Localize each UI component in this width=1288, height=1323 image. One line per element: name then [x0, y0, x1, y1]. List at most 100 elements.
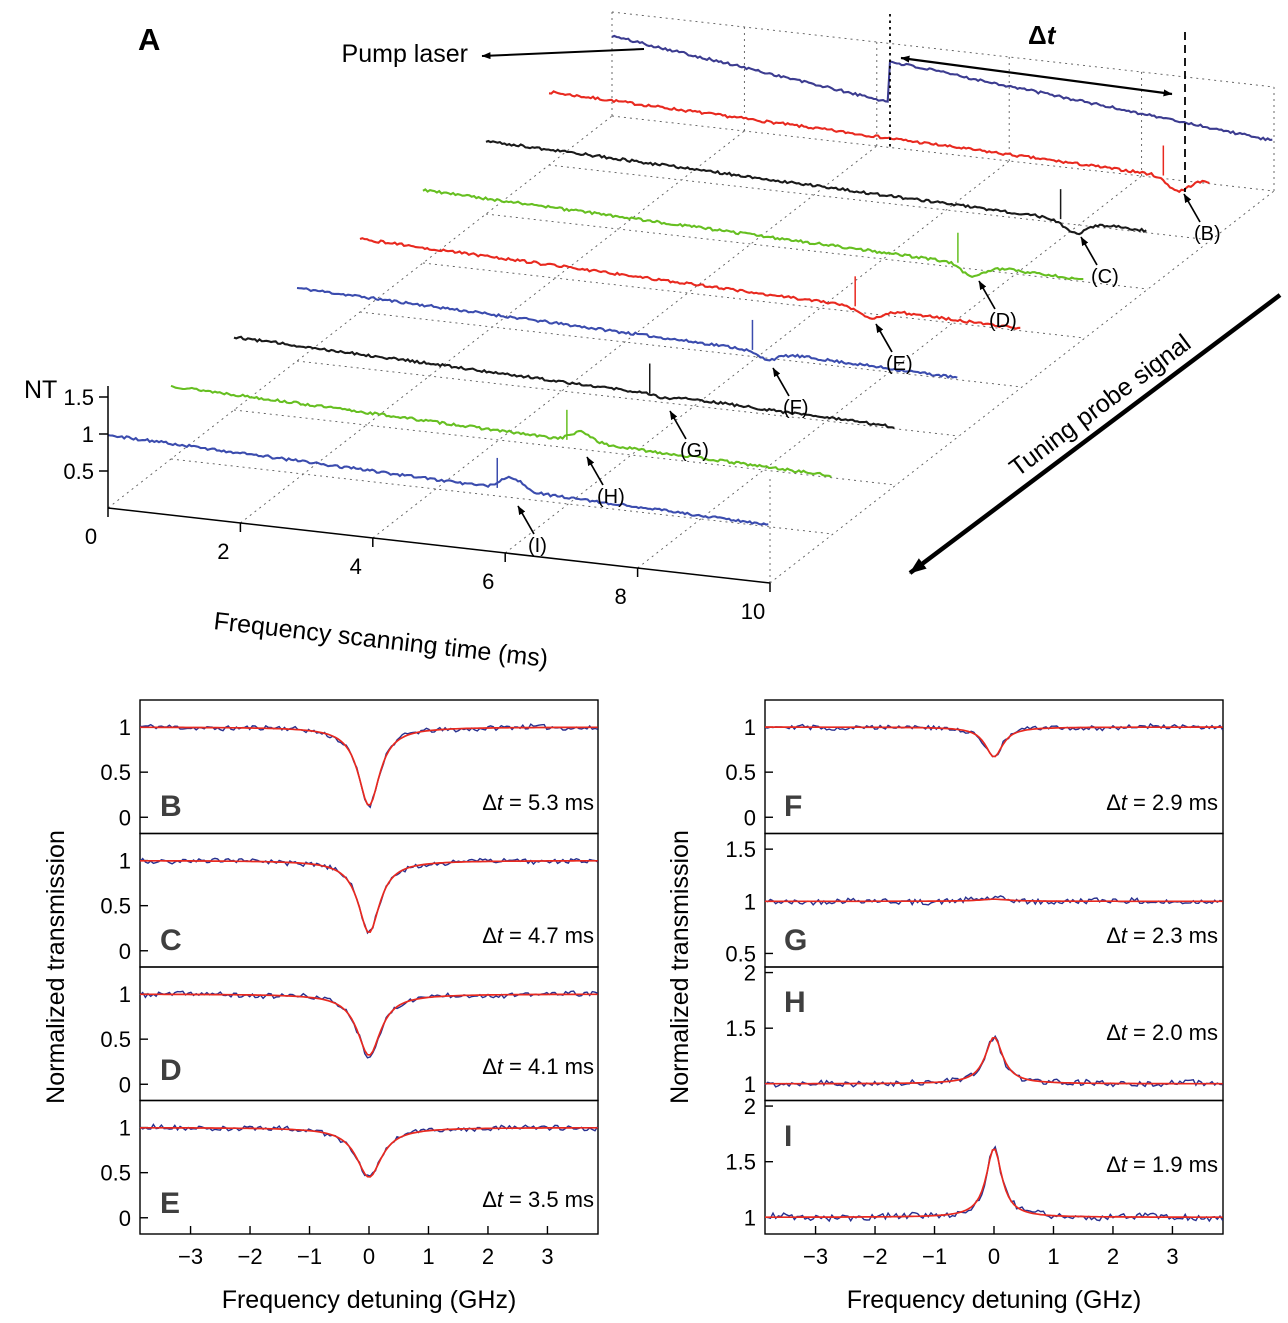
y-tick-label: 0.5 — [100, 894, 131, 919]
y-tick-label: 0 — [119, 1072, 131, 1097]
probe-trace — [548, 90, 1210, 194]
dt-label-i: Δt = 1.9 ms — [1106, 1152, 1218, 1177]
x-tick-label: 0 — [988, 1244, 1000, 1269]
panel-a-ylabel: NT — [24, 376, 57, 404]
grid-line — [107, 115, 613, 509]
y-tick-label: 0.5 — [100, 1027, 131, 1052]
panel-letter-g: G — [784, 924, 807, 957]
dt-label-f: Δt = 2.9 ms — [1106, 790, 1218, 815]
y-tick-label: 0.5 — [63, 459, 94, 484]
left-panel-column: 0 0.5 1 0 0.5 1 0 0.5 1 0 0.5 1 −3 −2 −1 0 1 2 3 B C D E Δ… — [42, 699, 599, 1314]
grid-line — [170, 458, 834, 535]
fit-trace — [765, 1148, 1223, 1219]
plot-frame — [139, 1099, 599, 1235]
y-tick-label: 1 — [119, 849, 131, 874]
y-tick-label: 2 — [744, 961, 756, 986]
fit-trace — [765, 1036, 1223, 1085]
y-tick-label: 1 — [744, 1072, 756, 1097]
probe-trace — [296, 286, 958, 379]
y-tick-label: 1 — [744, 889, 756, 914]
y-tick-label: 0 — [119, 805, 131, 830]
panel-letter-f: F — [784, 790, 802, 823]
y-tick-label: 1.5 — [725, 1150, 756, 1175]
right-xlabel: Frequency detuning (GHz) — [847, 1286, 1142, 1314]
grid-line — [422, 262, 1086, 339]
annotation-g: (G) — [680, 440, 709, 462]
x-tick-label: −1 — [922, 1244, 947, 1269]
grid-line — [504, 160, 1010, 554]
y-tick-label: 0.5 — [100, 1161, 131, 1186]
x-tick-label: 1 — [422, 1244, 434, 1269]
annotation-h: (H) — [597, 486, 625, 508]
measured-trace — [764, 722, 1224, 758]
tuning-probe-arrow — [908, 293, 1282, 575]
pump-laser-arrow — [481, 48, 645, 60]
grid-line — [637, 175, 1142, 569]
panel-letter-d: D — [160, 1054, 182, 1087]
panel-a: 0 2 4 6 8 10 0.5 1 1.5 A Pump laser Δt Frequency… — [24, 11, 1282, 673]
dt-label-c: Δt = 4.7 ms — [482, 923, 594, 948]
x-tick-label: 6 — [482, 569, 494, 594]
probe-trace — [359, 237, 1021, 330]
tuning-probe-label: Tuning probe signal — [1004, 329, 1196, 482]
fit-trace — [140, 726, 598, 806]
panel-letter-h: H — [784, 986, 806, 1019]
dt-label-h: Δt = 2.0 ms — [1106, 1020, 1218, 1045]
y-tick-label: 1.5 — [63, 385, 94, 410]
dt-label-b: Δt = 5.3 ms — [482, 790, 594, 815]
annotation-d: (D) — [989, 310, 1017, 332]
x-tick-label: 2 — [482, 1244, 494, 1269]
left-ylabel: Normalized transmission — [42, 830, 70, 1104]
left-panels-plots: 0 0.5 1 0 0.5 1 0 0.5 1 0 0.5 1 −3 −2 −1 0 1 2 3 — [100, 699, 599, 1269]
annotation-c: (C) — [1091, 266, 1119, 288]
fit-trace — [140, 993, 598, 1056]
probe-trace — [485, 139, 1147, 236]
panel-a-traces — [107, 34, 1273, 526]
panel-letter-c: C — [160, 924, 182, 957]
grid-line — [611, 11, 1275, 88]
y-tick-label: 1 — [119, 715, 131, 740]
x-tick-label: −2 — [862, 1244, 887, 1269]
x-tick-label: 8 — [614, 584, 626, 609]
probe-trace — [170, 384, 832, 478]
time-axis — [107, 507, 771, 584]
probe-trace — [422, 188, 1084, 281]
panel-letter-e: E — [160, 1187, 180, 1220]
delta-t-arrow — [900, 55, 1173, 97]
grid-line — [485, 213, 1149, 290]
annotation-e: (E) — [886, 353, 913, 375]
grid-line — [296, 360, 960, 437]
grid-line — [611, 115, 1275, 192]
annotation-arrow-f — [772, 367, 790, 397]
y-tick-label: 1 — [744, 715, 756, 740]
grid-line — [769, 190, 1275, 584]
x-tick-label: 0 — [85, 524, 97, 549]
y-tick-label: 1 — [119, 1116, 131, 1141]
measured-trace — [139, 1123, 599, 1177]
plot-frame — [139, 966, 599, 1102]
y-tick-label: 0 — [119, 939, 131, 964]
y-tick-label: 0 — [744, 805, 756, 830]
x-tick-label: −1 — [297, 1244, 322, 1269]
x-tick-label: 3 — [541, 1244, 553, 1269]
right-ylabel: Normalized transmission — [666, 830, 694, 1104]
annotation-arrow-i — [517, 505, 535, 535]
fit-trace — [765, 898, 1223, 903]
annotation-arrow-b — [1183, 193, 1201, 223]
annotation-i: (I) — [528, 535, 547, 557]
panel-a-grid — [107, 11, 1275, 584]
annotation-f: (F) — [783, 397, 809, 419]
delta-t-label: Δt — [1028, 20, 1057, 50]
probe-trace — [107, 434, 769, 526]
annotation-arrow-d — [978, 280, 996, 310]
panel-a-axes: 0 2 4 6 8 10 0.5 1 1.5 — [63, 385, 771, 624]
y-tick-label: 1 — [82, 422, 94, 447]
dt-label-e: Δt = 3.5 ms — [482, 1187, 594, 1212]
grid-line — [372, 145, 878, 539]
fit-trace — [140, 859, 598, 934]
annotation-arrow-c — [1080, 236, 1098, 266]
x-tick-label: 4 — [350, 554, 362, 579]
measured-trace — [139, 990, 598, 1059]
annotation-b: (B) — [1194, 223, 1221, 245]
